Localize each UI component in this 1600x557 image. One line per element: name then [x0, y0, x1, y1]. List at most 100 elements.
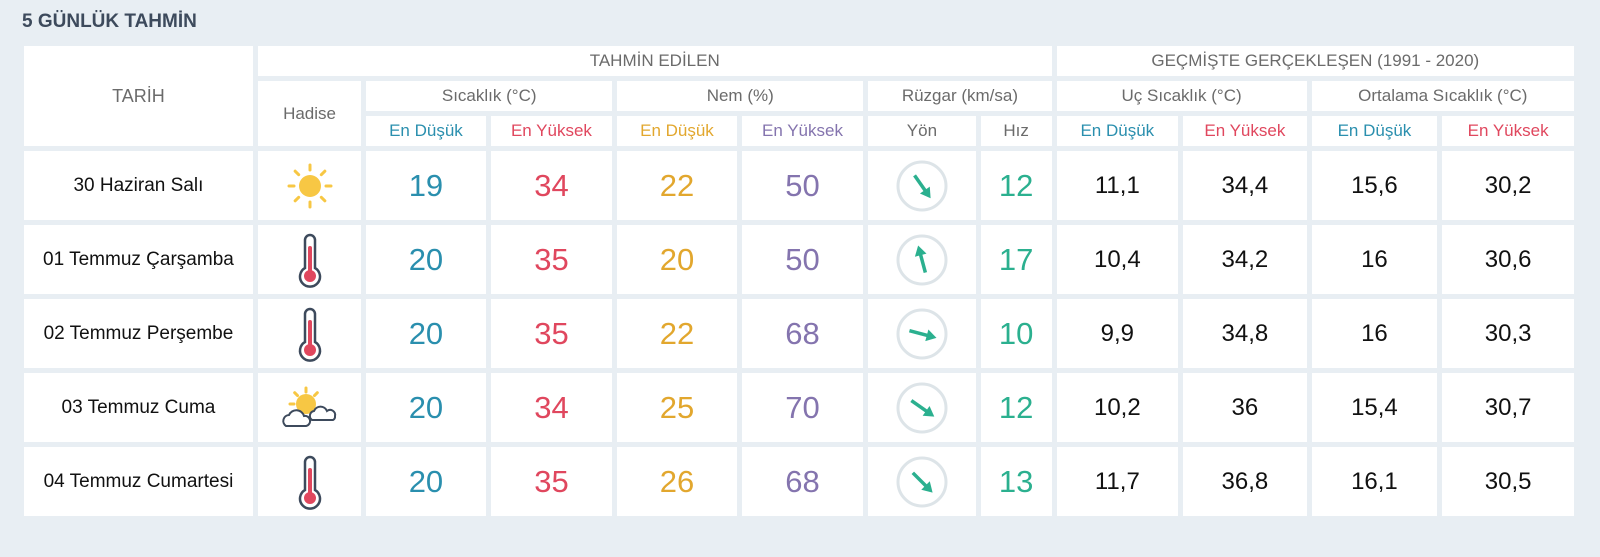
value-cell: 12 [980, 373, 1052, 442]
icon-part [910, 398, 935, 417]
value-cell: 16 [1311, 225, 1438, 294]
date-cell: 03 Temmuz Cuma [24, 373, 253, 442]
group-header: TAHMİN EDİLEN [257, 46, 1052, 76]
column-header: Ortalama Sıcaklık (°C) [1311, 81, 1574, 111]
icon-part [925, 328, 937, 341]
icon-part [298, 174, 321, 197]
group-header: GEÇMİŞTE GERÇEKLEŞEN (1991 - 2020) [1056, 46, 1574, 76]
icon-part [911, 471, 933, 493]
sub-header: En Düşük [617, 116, 737, 146]
sub-header: En Yüksek [1442, 116, 1574, 146]
value-cell: 9,9 [1056, 299, 1179, 368]
icon-part [287, 163, 333, 208]
value-cell: 34,8 [1183, 299, 1307, 368]
weather-icon [257, 151, 362, 220]
weather-icon [257, 299, 362, 368]
value-cell: 50 [741, 225, 864, 294]
icon-part [319, 169, 326, 176]
value-cell: 30,6 [1442, 225, 1574, 294]
value-cell: 30,5 [1442, 447, 1574, 516]
sub-header: En Yüksek [1183, 116, 1307, 146]
icon-part [298, 455, 321, 510]
icon-part [298, 307, 321, 362]
icon-part [308, 405, 336, 421]
icon-part [303, 491, 316, 504]
icon-part [281, 386, 336, 427]
value-cell: 13 [980, 447, 1052, 516]
sub-header: Hız [980, 116, 1052, 146]
value-cell: 20 [366, 373, 486, 442]
icon-part [908, 328, 937, 341]
value-cell: 35 [490, 299, 613, 368]
value-cell: 19 [366, 151, 486, 220]
column-header: Uç Sıcaklık (°C) [1056, 81, 1307, 111]
icon-part [896, 382, 948, 433]
sub-header: Yön [868, 116, 976, 146]
value-cell: 10,2 [1056, 373, 1179, 442]
value-cell: 34 [490, 373, 613, 442]
table-row: 04 Temmuz Cumartesi 20 35 26 68 13 11,7 36,8 16,… [24, 447, 1574, 516]
value-cell: 70 [741, 373, 864, 442]
value-cell: 17 [980, 225, 1052, 294]
sub-header: En Düşük [1311, 116, 1438, 146]
sub-header: En Düşük [366, 116, 486, 146]
date-cell: 30 Haziran Salı [24, 151, 253, 220]
sub-header-row: En Düşük En Yüksek En Düşük En Yüksek Yön Hız… [24, 116, 1574, 146]
value-cell: 20 [366, 225, 486, 294]
date-cell: 04 Temmuz Cumartesi [24, 447, 253, 516]
value-cell: 68 [741, 447, 864, 516]
table-row: 30 Haziran Salı 19 34 22 50 12 11,1 34,4 15,6 30,… [24, 151, 1574, 220]
icon-part [922, 405, 935, 417]
icon-part [287, 163, 333, 208]
icon-part [293, 169, 300, 176]
value-cell: 36 [1183, 373, 1307, 442]
value-cell: 50 [741, 151, 864, 220]
date-header: TARİH [24, 46, 253, 146]
icon-part [293, 195, 300, 202]
table-row: 02 Temmuz Perşembe 20 35 22 68 10 9,9 34,8 16 30,… [24, 299, 1574, 368]
forecast-table: TARİH TAHMİN EDİLEN GEÇMİŞTE GERÇEKLEŞEN… [19, 41, 1579, 521]
icon-part [896, 456, 948, 507]
value-cell: 68 [741, 299, 864, 368]
weather-icon [257, 447, 362, 516]
date-cell: 02 Temmuz Perşembe [24, 299, 253, 368]
table-row: 01 Temmuz Çarşamba 20 35 20 50 17 10,4 34,2 16 30… [24, 225, 1574, 294]
icon-part [919, 186, 931, 198]
icon-part [896, 234, 948, 285]
value-cell: 34 [490, 151, 613, 220]
table-body: 30 Haziran Salı 19 34 22 50 12 11,1 34,4 15,6 30,… [24, 151, 1574, 516]
value-cell: 22 [617, 151, 737, 220]
value-cell: 25 [617, 373, 737, 442]
icon-part [281, 408, 311, 427]
value-cell: 20 [366, 299, 486, 368]
wind-direction [868, 225, 976, 294]
value-cell: 35 [490, 447, 613, 516]
value-cell: 10 [980, 299, 1052, 368]
value-cell: 30,2 [1442, 151, 1574, 220]
value-cell: 30,3 [1442, 299, 1574, 368]
icon-part [319, 195, 326, 202]
icon-part [292, 390, 299, 397]
value-cell: 16 [1311, 299, 1438, 368]
wind-direction [868, 151, 976, 220]
column-header: Sıcaklık (°C) [366, 81, 613, 111]
column-header: Hadise [257, 81, 362, 146]
icon-part [914, 245, 927, 273]
table-row: 03 Temmuz Cuma 20 34 25 70 12 10,2 36 15,4 30,7 [24, 373, 1574, 442]
weather-icon [257, 373, 362, 442]
value-cell: 22 [617, 299, 737, 368]
icon-part [298, 233, 321, 288]
value-cell: 20 [366, 447, 486, 516]
value-cell: 12 [980, 151, 1052, 220]
wind-direction [868, 299, 976, 368]
wind-direction [868, 447, 976, 516]
value-cell: 26 [617, 447, 737, 516]
value-cell: 10,4 [1056, 225, 1179, 294]
icon-part [896, 308, 948, 359]
value-cell: 34,2 [1183, 225, 1307, 294]
icon-part [896, 160, 948, 211]
column-header: Nem (%) [617, 81, 864, 111]
date-cell: 01 Temmuz Çarşamba [24, 225, 253, 294]
value-cell: 15,6 [1311, 151, 1438, 220]
